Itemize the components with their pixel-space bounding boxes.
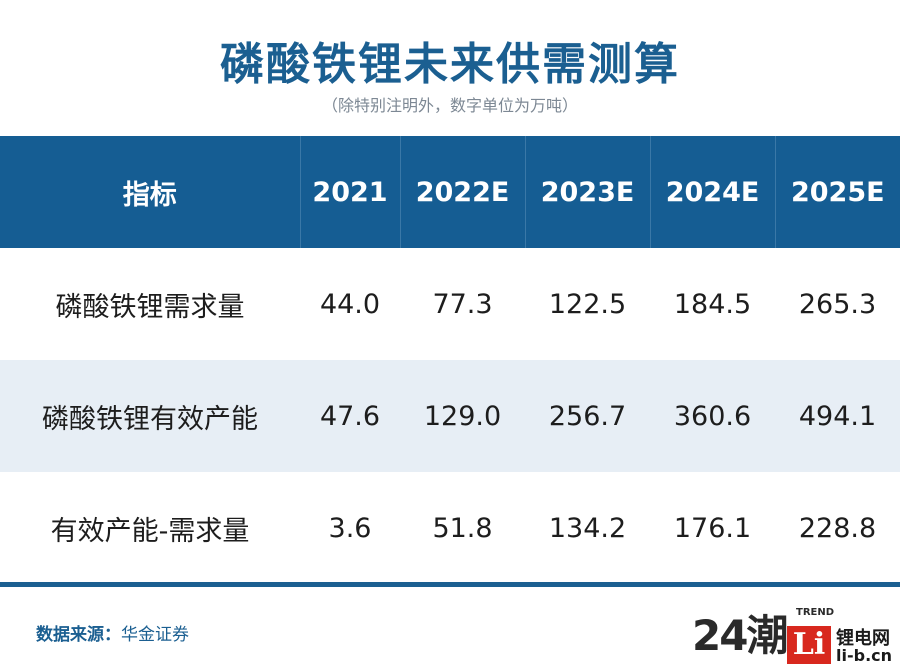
row-label: 有效产能-需求量 [50, 515, 250, 547]
row-label: 磷酸铁锂有效产能 [42, 403, 258, 435]
source-value: 华金证券 [121, 625, 189, 645]
table-cell: 176.1 [673, 512, 752, 544]
table-cell: 122.5 [548, 288, 627, 320]
table-cell: 256.7 [548, 400, 627, 432]
table-cell: 77.3 [432, 288, 493, 320]
supply-demand-table: 指标 2021 2022E 2023E 2024E 2025E 磷酸铁锂需求量 … [0, 136, 900, 584]
table-cell: 129.0 [423, 400, 502, 432]
table-row: 磷酸铁锂需求量 44.0 77.3 122.5 184.5 265.3 [0, 248, 900, 360]
table-cell: 494.1 [798, 400, 877, 432]
watermark-24chao-logo: 24潮 [692, 611, 788, 660]
source-label: 数据来源： [36, 625, 121, 645]
watermark-site-name: 锂电网 [836, 628, 890, 649]
header-year-2023e: 2023E [525, 136, 651, 248]
table-header-row: 指标 2021 2022E 2023E 2024E 2025E [0, 136, 900, 248]
table-cell: 47.6 [319, 400, 381, 432]
table-cell: 134.2 [548, 512, 627, 544]
header-year-2022e: 2022E [400, 136, 526, 248]
table-cell: 3.6 [328, 512, 372, 544]
table-row: 磷酸铁锂有效产能 47.6 129.0 256.7 360.6 494.1 [0, 360, 900, 472]
header-indicator: 指标 [0, 136, 301, 248]
table-cell: 360.6 [673, 400, 752, 432]
source-note: 数据来源：华金证券 [36, 620, 189, 645]
watermark-li-logo-icon: Li [787, 626, 831, 664]
row-label: 磷酸铁锂需求量 [55, 291, 245, 323]
page-title: 磷酸铁锂未来供需测算 [220, 39, 680, 90]
table-cell: 51.8 [432, 512, 493, 544]
header-year-2025e: 2025E [790, 176, 885, 208]
page-subtitle: （除特别注明外，数字单位为万吨） [321, 96, 578, 115]
header-year-2024e: 2024E [650, 136, 776, 248]
table-row: 有效产能-需求量 3.6 51.8 134.2 176.1 228.8 [0, 472, 900, 584]
watermark-trend-text: TREND [796, 607, 835, 618]
header-year-2021: 2021 [300, 136, 401, 248]
watermark-domain: li-b.cn [836, 646, 893, 665]
table-cell: 228.8 [798, 512, 877, 544]
table-cell: 44.0 [319, 288, 381, 320]
table-cell: 184.5 [673, 288, 752, 320]
table-cell: 265.3 [798, 288, 877, 320]
bottom-divider [0, 582, 900, 587]
